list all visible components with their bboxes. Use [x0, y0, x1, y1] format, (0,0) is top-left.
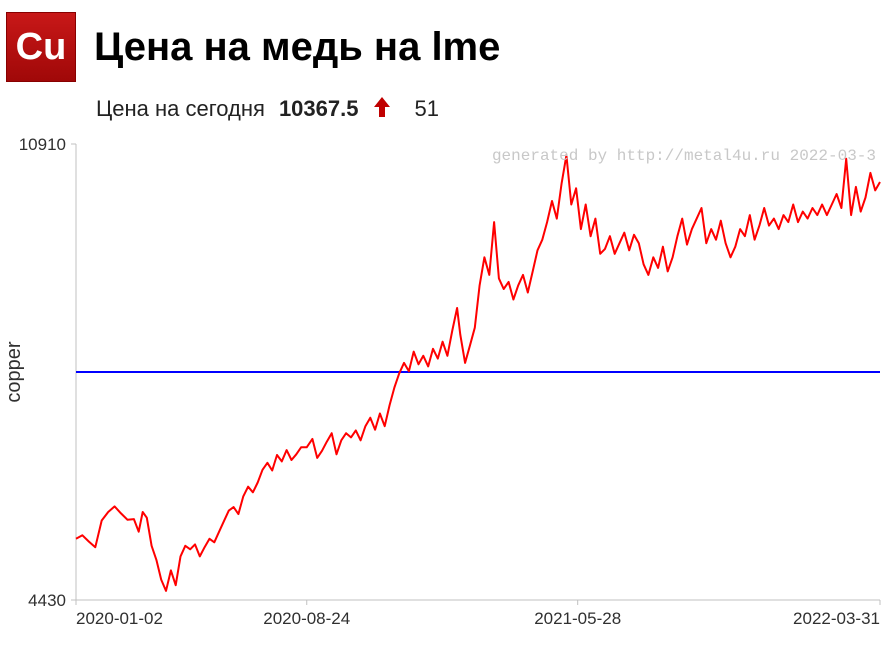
arrow-up-icon	[374, 97, 390, 121]
header: Cu Цена на медь на lme	[0, 0, 889, 90]
element-symbol: Cu	[16, 26, 67, 69]
svg-text:4430: 4430	[28, 591, 66, 610]
price-label: Цена на сегодня	[96, 96, 265, 122]
price-line: Цена на сегодня 10367.5 51	[0, 90, 889, 132]
price-chart: 4430 10910 2020-01-02 2020-08-24 2021-05-28 2…	[0, 132, 889, 642]
svg-text:2022-03-31: 2022-03-31	[793, 609, 880, 628]
price-change: 51	[414, 96, 438, 122]
svg-text:generated by http://metal4u.ru: generated by http://metal4u.ru 2022-03-3	[492, 147, 876, 165]
svg-text:2020-01-02: 2020-01-02	[76, 609, 163, 628]
svg-text:10910: 10910	[19, 135, 66, 154]
page-title: Цена на медь на lme	[94, 25, 500, 70]
svg-text:2021-05-28: 2021-05-28	[534, 609, 621, 628]
chart-svg: 4430 10910 2020-01-02 2020-08-24 2021-05-28 2…	[0, 132, 889, 642]
svg-text:2020-08-24: 2020-08-24	[263, 609, 350, 628]
svg-text:copper: copper	[3, 341, 25, 402]
price-value: 10367.5	[279, 96, 359, 122]
element-badge: Cu	[6, 12, 76, 82]
